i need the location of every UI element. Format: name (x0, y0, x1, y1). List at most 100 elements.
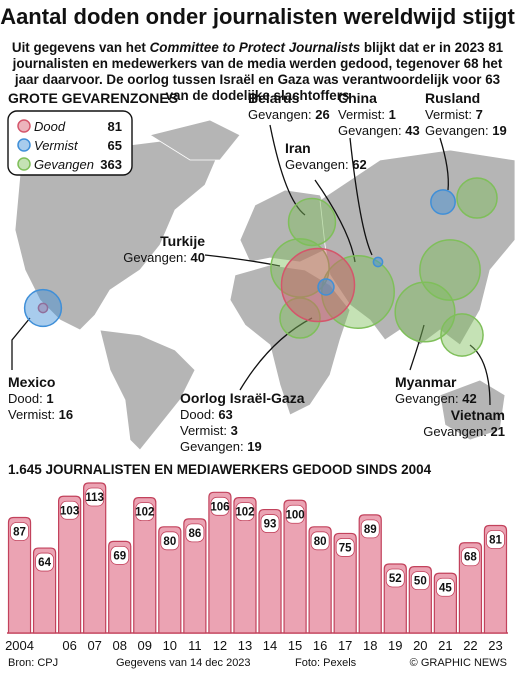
x-tick-label: 17 (338, 638, 352, 653)
bar (358, 514, 382, 634)
bar (158, 526, 182, 634)
bar (133, 497, 157, 634)
x-tick-label: 20 (413, 638, 427, 653)
value-label: 80 (314, 536, 327, 548)
bar (308, 526, 332, 634)
map-heading: GROTE GEVARENZONES (8, 90, 178, 106)
region-line: Gevangen: 21 (423, 424, 505, 439)
region-line: Gevangen: 43 (338, 123, 420, 138)
bar (333, 532, 357, 634)
x-tick-label: 14 (263, 638, 277, 653)
value-label-box (360, 519, 380, 539)
region-line-label: Gevangen: (123, 250, 187, 265)
bars: 87 2004 64 103 06 113 07 69 08 102 09 80 10 86 11 106 12… (5, 482, 508, 653)
subtitle-rest: blijkt dat er in 2023 81 journalisten en… (12, 40, 504, 103)
value-label: 80 (163, 536, 176, 548)
region-line-label: Gevangen: (285, 157, 349, 172)
value-label-box (210, 496, 230, 516)
x-tick-label: 21 (438, 638, 452, 653)
map-circle (430, 189, 456, 215)
region-line-label: Gevangen: (248, 107, 312, 122)
region-line-value: 7 (476, 107, 483, 122)
value-label: 52 (389, 573, 402, 585)
value-label-box (160, 531, 180, 551)
region-line-label: Gevangen: (395, 391, 459, 406)
legend-swatch (17, 138, 31, 152)
region-line-value: 40 (191, 250, 205, 265)
value-label-box (310, 531, 330, 551)
region-line-label: Gevangen: (338, 123, 402, 138)
bar (7, 516, 32, 634)
region-line-value: 26 (315, 107, 329, 122)
value-label: 113 (85, 492, 104, 504)
region-line-value: 43 (405, 123, 419, 138)
title: Aantal doden onder journalisten wereldwi… (0, 4, 515, 29)
value-label: 75 (339, 542, 352, 554)
region-line: Gevangen: 62 (285, 157, 367, 172)
region-name: Iran (285, 140, 311, 156)
value-label: 87 (13, 527, 26, 539)
legend-swatch (17, 119, 31, 133)
value-label: 89 (364, 524, 377, 536)
map-circle (37, 302, 49, 314)
region-name: Rusland (425, 90, 480, 106)
value-label: 86 (188, 528, 201, 540)
x-tick-label: 09 (138, 638, 152, 653)
value-label: 103 (60, 505, 79, 517)
region-line-value: 62 (352, 157, 366, 172)
region-line-value: 42 (462, 391, 476, 406)
legend-label: Vermist (34, 138, 79, 153)
legend: Dood 81 Vermist 65 Gevangen 363 (17, 119, 122, 172)
map-circle (419, 239, 481, 301)
region-name: China (338, 90, 377, 106)
value-label: 64 (38, 557, 51, 569)
value-label-box (385, 568, 405, 588)
region-line-label: Vermist: (425, 107, 472, 122)
value-label-box (135, 502, 155, 522)
map-circles (23, 177, 498, 357)
region-line: Vermist: 1 (338, 107, 396, 122)
region-line: Gevangen: 19 (180, 439, 262, 454)
region-line-value: 1 (389, 107, 396, 122)
map-circle (287, 197, 337, 247)
legend-value: 81 (108, 119, 122, 134)
x-tick-label: 10 (163, 638, 177, 653)
region-name: Belarus (248, 90, 300, 106)
x-tick-label: 15 (288, 638, 302, 653)
legend-swatch (17, 157, 31, 171)
value-label: 102 (235, 507, 254, 519)
value-label: 93 (264, 519, 277, 531)
region-name: Myanmar (395, 374, 457, 390)
region-line-label: Dood: (8, 391, 43, 406)
legend-box (7, 110, 133, 176)
value-label-box (335, 538, 355, 557)
value-label-box (285, 504, 305, 524)
x-tick-label: 13 (238, 638, 252, 653)
x-tick-label: 19 (388, 638, 402, 653)
region-name: Vietnam (451, 407, 505, 423)
region-line: Dood: 63 (180, 407, 233, 422)
x-tick-label: 18 (363, 638, 377, 653)
value-label: 100 (285, 509, 304, 521)
value-label: 45 (439, 582, 452, 594)
region-line-value: 21 (491, 424, 505, 439)
value-label-box (85, 487, 105, 507)
x-tick-label: 12 (213, 638, 227, 653)
region-line-label: Vermist: (338, 107, 385, 122)
bar (483, 524, 508, 634)
subtitle: Uit gegevens van het Committee to Protec… (6, 40, 509, 104)
region-name: Turkije (160, 233, 205, 249)
region-line-value: 63 (218, 407, 232, 422)
value-label-box (110, 546, 130, 565)
region-line: Vermist: 16 (8, 407, 73, 422)
value-label: 102 (135, 507, 154, 519)
map-circle (394, 281, 456, 343)
region-line-label: Gevangen: (425, 123, 489, 138)
region-name: Oorlog Israël-Gaza (180, 390, 305, 406)
x-tick-label: 22 (463, 638, 477, 653)
x-tick-label: 23 (488, 638, 502, 653)
legend-value: 363 (100, 157, 122, 172)
x-tick-label: 06 (62, 638, 76, 653)
